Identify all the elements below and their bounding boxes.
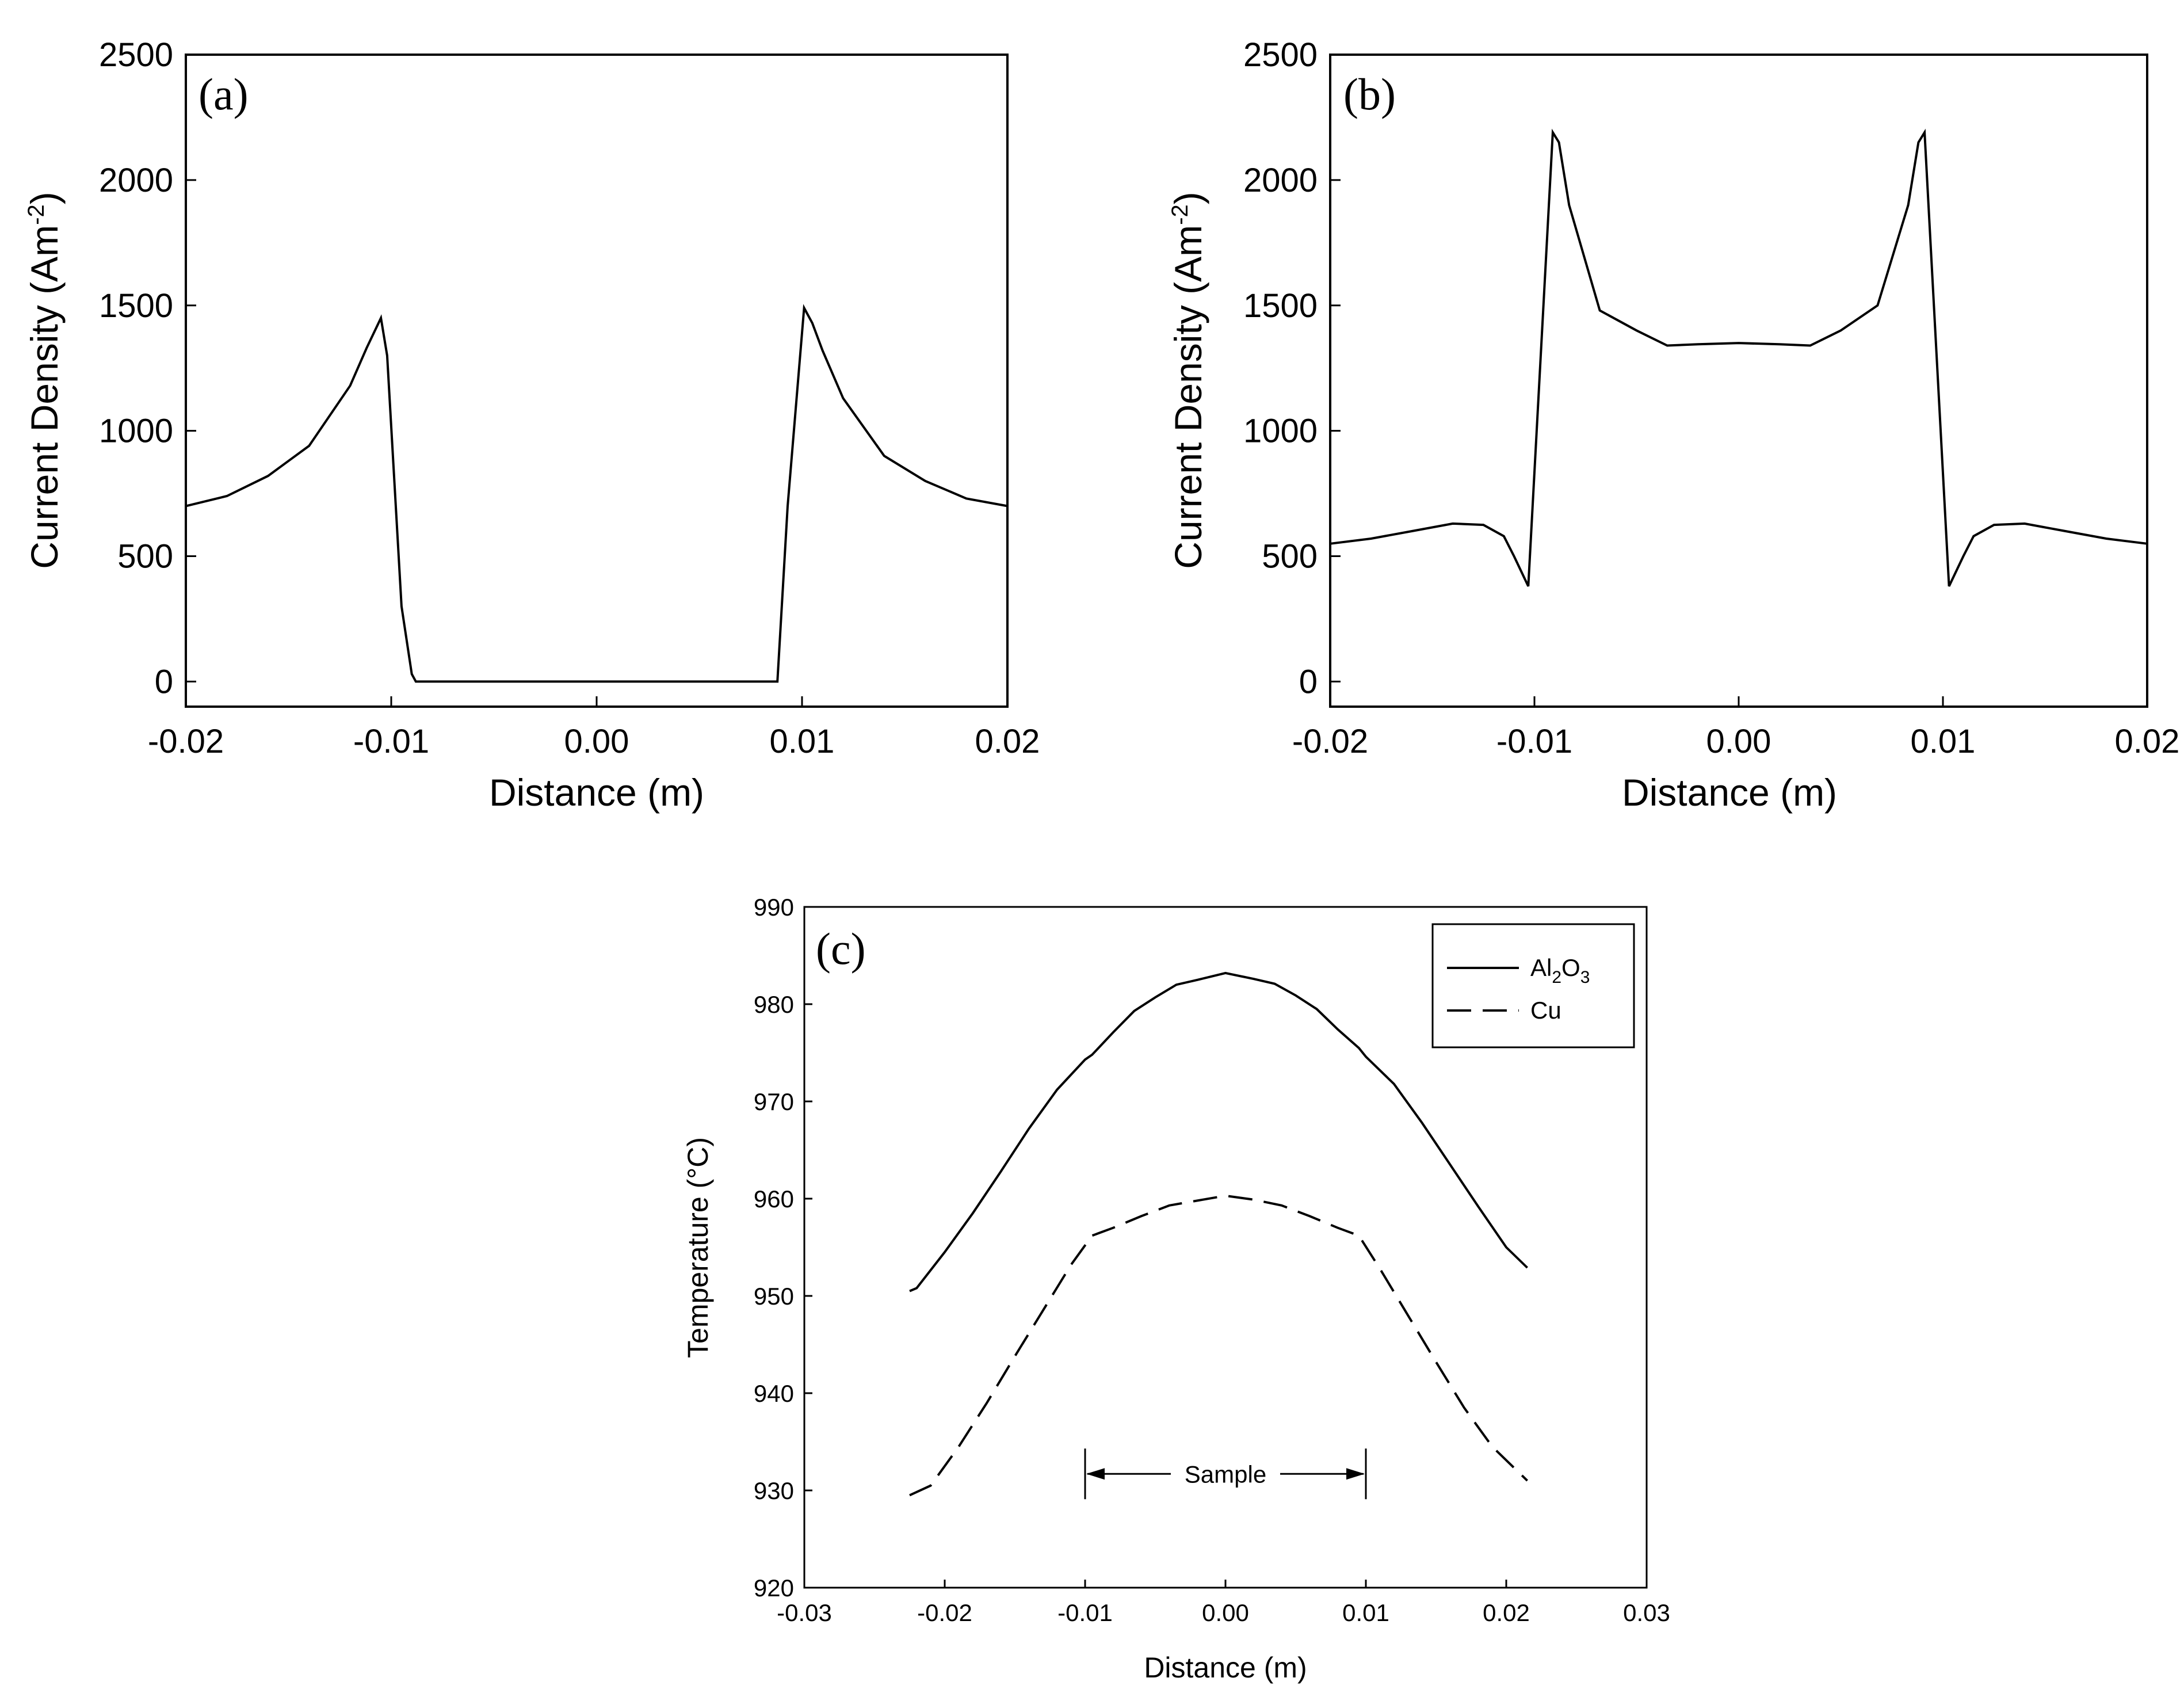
x-tick-labels: -0.02 -0.01 0.00 0.01 0.02 [1292,723,2180,760]
x-axis-label: Distance (m) [1622,771,1837,814]
x-tick-label: -0.02 [917,1599,972,1626]
x-tick-label: 0.02 [2115,723,2180,760]
legend-label-al2o3: Al2O3 [1530,954,1590,987]
y-axis-label-main: Current Density (Am [1167,225,1209,569]
y-tick-label: 940 [754,1380,794,1407]
tick-marks [185,54,1009,707]
y-tick-labels: 0 500 1000 1500 2000 2500 [1243,36,1318,700]
annotation-arrowhead-left [1086,1468,1105,1480]
y-tick-label: 960 [754,1185,794,1212]
legend-label-al2o3-part: Al [1530,954,1552,981]
x-tick-label: 0.02 [1483,1599,1530,1626]
panel-c: 920 930 940 950 960 970 980 990 -0.03 -0.02 -0.01… [682,894,1670,1684]
x-tick-label: 0.01 [1911,723,1976,760]
x-tick-label: -0.03 [777,1599,832,1626]
annotation-arrowhead-right [1346,1468,1365,1480]
panel-label: (a) [198,69,249,119]
x-axis-label: Distance (m) [1144,1652,1307,1684]
y-tick-label: 500 [117,538,173,575]
legend-box [1431,923,1635,1048]
x-tick-label: -0.01 [1057,1599,1113,1626]
tick-marks [803,906,1648,1589]
legend-label-al2o3-sub2: 3 [1580,968,1590,987]
y-tick-label: 920 [754,1574,794,1601]
legend: Al2O3 Cu [1431,923,1635,1048]
x-tick-label: 0.00 [1202,1599,1249,1626]
y-axis-label-end: ) [1167,192,1209,204]
plot-frame [1329,54,2148,708]
y-tick-label: 930 [754,1477,794,1504]
x-tick-label: 0.00 [564,723,629,760]
x-tick-label: 0.03 [1623,1599,1670,1626]
y-tick-label: 1500 [1243,287,1318,325]
series-line-current-density [1330,128,2148,587]
y-axis-label-end: ) [23,192,66,204]
x-tick-label: 0.01 [1342,1599,1389,1626]
x-tick-label: -0.02 [148,723,224,760]
legend-label-al2o3-sub1: 2 [1552,968,1561,987]
legend-label-cu: Cu [1530,997,1561,1024]
annotation-label: Sample [1185,1460,1266,1488]
panel-a: 0 500 1000 1500 2000 2500 -0.02 -0.01 0.00 0.01 0… [23,36,1040,814]
tick-marks [1329,54,2148,707]
x-tick-label: 0.00 [1706,723,1771,760]
y-axis-label-sup: -2 [24,204,49,225]
y-tick-label: 950 [754,1283,794,1310]
y-tick-labels: 920 930 940 950 960 970 980 990 [754,894,794,1601]
series-line-current-density [185,304,1008,683]
y-tick-label: 1000 [1243,413,1318,450]
plot-frame [185,54,1009,708]
y-axis-label: Temperature (°C) [682,1137,714,1358]
y-tick-label: 980 [754,991,794,1018]
x-tick-labels: -0.03 -0.02 -0.01 0.00 0.01 0.02 0.03 [777,1599,1670,1626]
series-line-cu [909,1194,1528,1497]
y-tick-label: 2000 [1243,162,1318,199]
x-tick-label: 0.02 [975,723,1040,760]
y-tick-label: 500 [1262,538,1318,575]
y-tick-label: 970 [754,1088,794,1115]
x-tick-label: 0.01 [770,723,835,760]
y-tick-label: 2500 [99,36,173,74]
x-tick-labels: -0.02 -0.01 0.00 0.01 0.02 [148,723,1040,760]
y-tick-label: 990 [754,894,794,921]
x-tick-label: -0.01 [1496,723,1572,760]
y-tick-label: 1500 [99,287,173,325]
y-tick-label: 0 [1299,663,1318,700]
panel-b: 0 500 1000 1500 2000 2500 -0.02 -0.01 0.00 0.01 0… [1167,36,2179,814]
series-line-al2o3 [909,971,1528,1292]
panel-label: (c) [816,924,866,974]
x-tick-label: -0.02 [1292,723,1368,760]
sample-annotation: Sample [1084,1448,1367,1500]
y-axis-label: Current Density (Am-2) [23,192,66,569]
y-tick-label: 1000 [99,413,173,450]
y-tick-label: 2500 [1243,36,1318,74]
x-axis-label: Distance (m) [489,771,704,814]
y-tick-label: 0 [155,663,173,700]
y-tick-label: 2000 [99,162,173,199]
y-axis-label-main: Current Density (Am [23,225,66,569]
y-tick-labels: 0 500 1000 1500 2000 2500 [99,36,173,700]
panel-label: (b) [1343,69,1396,119]
y-axis-label: Current Density (Am-2) [1167,192,1209,569]
x-tick-label: -0.01 [353,723,429,760]
legend-label-al2o3-part2: O [1561,954,1580,981]
y-axis-label-sup: -2 [1167,204,1193,225]
